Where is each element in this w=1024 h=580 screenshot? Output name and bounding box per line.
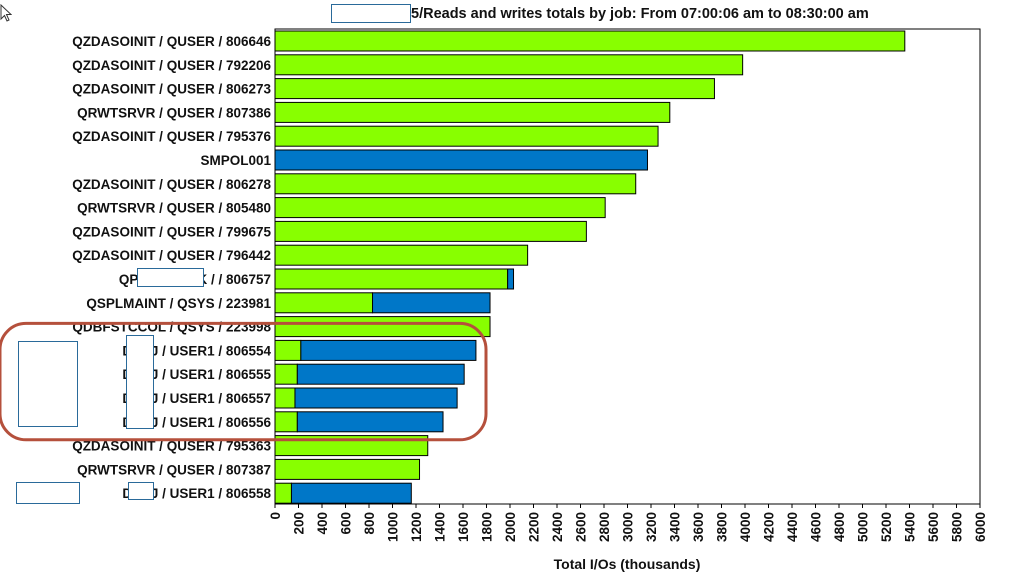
redaction-box-row10: [137, 268, 204, 287]
bar-blue-13: [300, 339, 477, 361]
bar-green-1: [274, 54, 744, 76]
category-label-16: DRPJ / USER1 / 806556: [122, 415, 271, 430]
category-label-12: QDBFSTCCOL / QSYS / 223998: [72, 320, 271, 335]
category-label-18: QRWTSRVR / QUSER / 807387: [77, 462, 271, 477]
bar-blue-11: [372, 292, 491, 314]
x-tick-label-17: 3400: [668, 512, 683, 542]
bar-green-3: [274, 101, 671, 123]
x-tick-label-18: 3600: [691, 512, 706, 542]
x-tick-label-29: 5800: [950, 512, 965, 542]
chart-title: 5/Reads and writes totals by job: From 0…: [411, 6, 869, 22]
mouse-pointer-icon: [0, 4, 12, 22]
category-label-4: QZDASOINIT / QUSER / 795376: [72, 129, 271, 144]
bar-green-10: [274, 268, 509, 290]
category-label-19: DRPJ / USER1 / 806558: [122, 486, 271, 501]
bar-green-11: [274, 292, 374, 314]
bar-green-2: [274, 78, 715, 100]
redaction-box-last-mid: [128, 482, 154, 500]
x-tick-label-13: 2600: [574, 512, 589, 542]
category-label-8: QZDASOINIT / QUSER / 799675: [72, 224, 271, 239]
bar-green-15: [274, 387, 296, 409]
redaction-box-mid-block: [126, 335, 154, 429]
bar-green-16: [274, 411, 298, 433]
bar-blue-19: [290, 482, 412, 504]
x-tick-label-5: 1000: [386, 512, 401, 542]
x-tick-label-24: 4800: [832, 512, 847, 542]
bar-green-19: [274, 482, 292, 504]
x-tick-label-11: 2200: [527, 512, 542, 542]
x-tick-label-19: 3800: [715, 512, 730, 542]
redaction-box-title: [331, 4, 411, 23]
x-tick-label-4: 800: [362, 512, 377, 535]
bar-green-12: [274, 316, 491, 338]
x-tick-label-12: 2400: [550, 512, 565, 542]
bar-green-7: [274, 197, 606, 219]
x-tick-label-27: 5400: [903, 512, 918, 542]
bar-green-9: [274, 244, 529, 266]
x-tick-label-1: 200: [292, 512, 307, 535]
bar-green-6: [274, 173, 637, 195]
category-label-7: QRWTSRVR / QUSER / 805480: [77, 201, 271, 216]
x-tick-label-28: 5600: [926, 512, 941, 542]
x-tick-label-20: 4000: [738, 512, 753, 542]
x-tick-label-15: 3000: [621, 512, 636, 542]
bar-blue-15: [294, 387, 458, 409]
category-label-14: DRPJ / USER1 / 806555: [122, 367, 271, 382]
category-label-11: QSPLMAINT / QSYS / 223981: [86, 296, 271, 311]
bar-green-13: [274, 339, 302, 361]
category-label-9: QZDASOINIT / QUSER / 796442: [72, 248, 271, 263]
category-label-0: QZDASOINIT / QUSER / 806646: [72, 34, 271, 49]
x-tick-label-3: 600: [339, 512, 354, 535]
x-tick-label-0: 0: [268, 512, 283, 520]
category-label-17: QZDASOINIT / QUSER / 795363: [72, 439, 271, 454]
category-label-5: SMPOL001: [200, 153, 271, 168]
bar-green-4: [274, 125, 659, 147]
x-tick-label-10: 2000: [503, 512, 518, 542]
bar-green-8: [274, 220, 587, 242]
category-label-2: QZDASOINIT / QUSER / 806273: [72, 82, 271, 97]
redaction-box-last-left: [16, 482, 80, 504]
bar-green-14: [274, 363, 298, 385]
plot-frame: [274, 28, 981, 505]
category-label-3: QRWTSRVR / QUSER / 807386: [77, 105, 271, 120]
x-tick-label-9: 1800: [480, 512, 495, 542]
bar-blue-10: [507, 268, 515, 290]
x-tick-label-26: 5200: [879, 512, 894, 542]
category-label-15: DRPJ / USER1 / 806557: [122, 391, 271, 406]
category-label-6: QZDASOINIT / QUSER / 806278: [72, 177, 271, 192]
x-tick-label-23: 4600: [809, 512, 824, 542]
bar-blue-16: [296, 411, 444, 433]
bar-green-0: [274, 30, 906, 52]
x-tick-label-6: 1200: [409, 512, 424, 542]
x-tick-label-21: 4200: [762, 512, 777, 542]
category-label-1: QZDASOINIT / QUSER / 792206: [72, 58, 271, 73]
bar-blue-14: [296, 363, 465, 385]
x-tick-label-2: 400: [315, 512, 330, 535]
x-axis-label: Total I/Os (thousands): [554, 556, 701, 572]
category-label-13: DRPJ / USER1 / 806554: [122, 343, 271, 358]
redaction-box-left-block: [18, 341, 78, 427]
x-tick-label-16: 3200: [644, 512, 659, 542]
x-tick-label-25: 5000: [856, 512, 871, 542]
x-tick-label-14: 2800: [597, 512, 612, 542]
highlight-annotation: [0, 321, 488, 442]
bar-blue-5: [274, 149, 648, 171]
x-tick-label-30: 6000: [973, 512, 988, 542]
x-tick-label-22: 4400: [785, 512, 800, 542]
x-tick-label-7: 1400: [433, 512, 448, 542]
x-tick-label-8: 1600: [456, 512, 471, 542]
bar-green-18: [274, 458, 421, 480]
